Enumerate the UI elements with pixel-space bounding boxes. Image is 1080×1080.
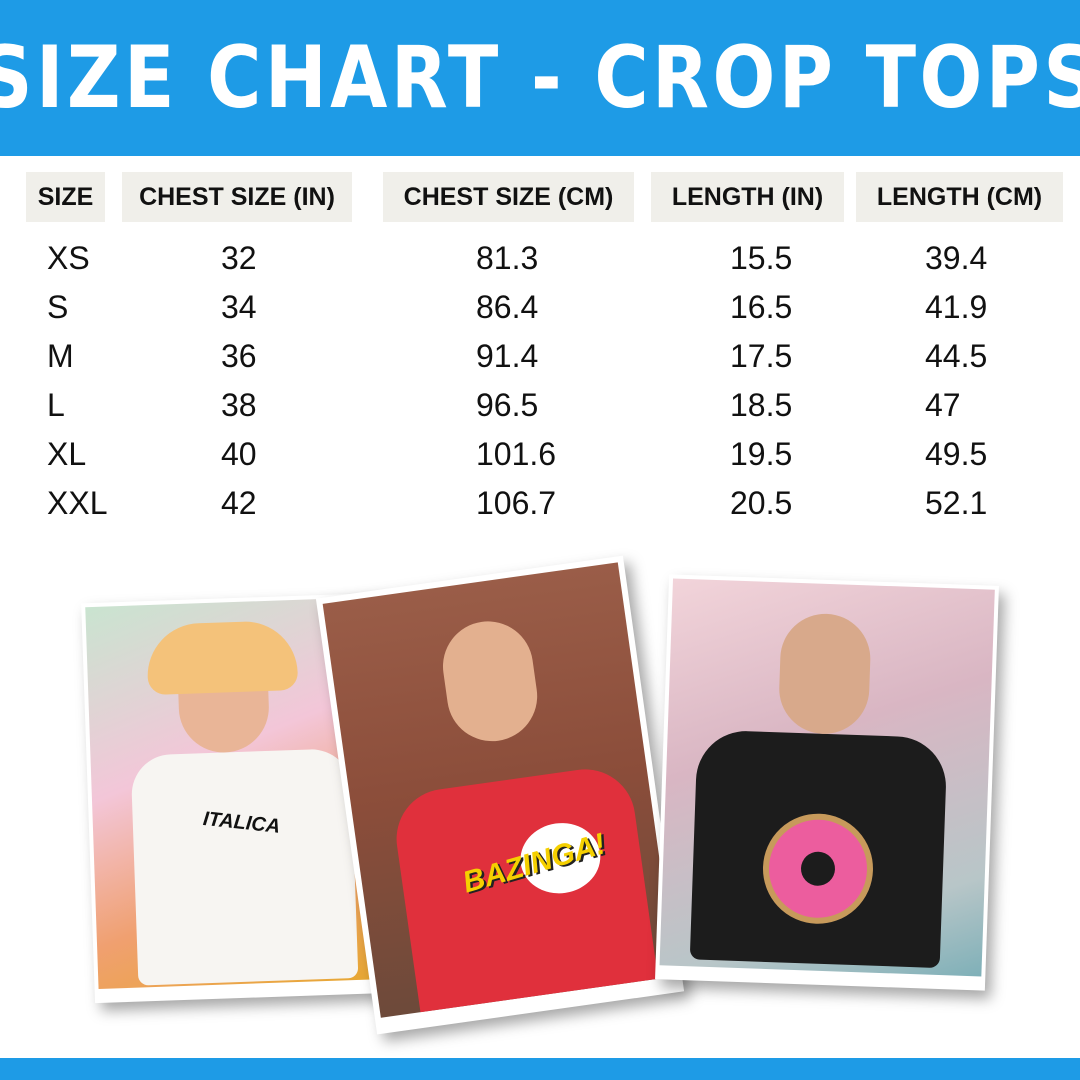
- table-cell: 34: [221, 289, 257, 325]
- table-cell: 96.5: [476, 387, 539, 423]
- model-face: [437, 615, 543, 747]
- column-header: LENGTH (CM): [856, 172, 1063, 222]
- table-cell: 44.5: [925, 338, 988, 374]
- table-cell: 81.3: [476, 240, 539, 276]
- table-cell: 101.6: [476, 436, 557, 472]
- column-header: CHEST SIZE (CM): [383, 172, 634, 222]
- table-cell: 52.1: [925, 485, 988, 521]
- table-cell: XXL: [47, 485, 108, 521]
- table-cell: 41.9: [925, 289, 988, 325]
- table-cell: 49.5: [925, 436, 988, 472]
- table-cell: 20.5: [730, 485, 793, 521]
- title-banner: SIZE CHART - CROP TOPS: [0, 0, 1080, 156]
- model-photo-red-top: BAZINGA!: [315, 555, 685, 1035]
- model-hair: [145, 619, 299, 696]
- column-header: SIZE: [26, 172, 105, 222]
- table-cell: 42: [221, 485, 257, 521]
- table-cell: 18.5: [730, 387, 793, 423]
- table-cell: 38: [221, 387, 257, 423]
- red-crop-top: [390, 762, 660, 1018]
- table-cell: 40: [221, 436, 257, 472]
- table-cell: 106.7: [476, 485, 557, 521]
- table-cell: 39.4: [925, 240, 988, 276]
- table-cell: S: [47, 289, 69, 325]
- model-face: [777, 612, 872, 736]
- table-cell: 47: [925, 387, 961, 423]
- footer-bar: [0, 1058, 1080, 1080]
- white-crop-top: [130, 748, 359, 986]
- column-header: LENGTH (IN): [651, 172, 844, 222]
- page-title: SIZE CHART - CROP TOPS: [0, 28, 1080, 128]
- table-cell: 32: [221, 240, 257, 276]
- column-header: CHEST SIZE (IN): [122, 172, 352, 222]
- model-photo-black-top: [655, 574, 999, 991]
- table-cell: 36: [221, 338, 257, 374]
- table-cell: 17.5: [730, 338, 793, 374]
- table-cell: 15.5: [730, 240, 793, 276]
- table-cell: 91.4: [476, 338, 539, 374]
- table-cell: XL: [47, 436, 87, 472]
- table-cell: XS: [47, 240, 90, 276]
- table-cell: M: [47, 338, 74, 374]
- table-cell: 16.5: [730, 289, 793, 325]
- table-cell: 19.5: [730, 436, 793, 472]
- table-cell: L: [47, 387, 65, 423]
- table-cell: 86.4: [476, 289, 539, 325]
